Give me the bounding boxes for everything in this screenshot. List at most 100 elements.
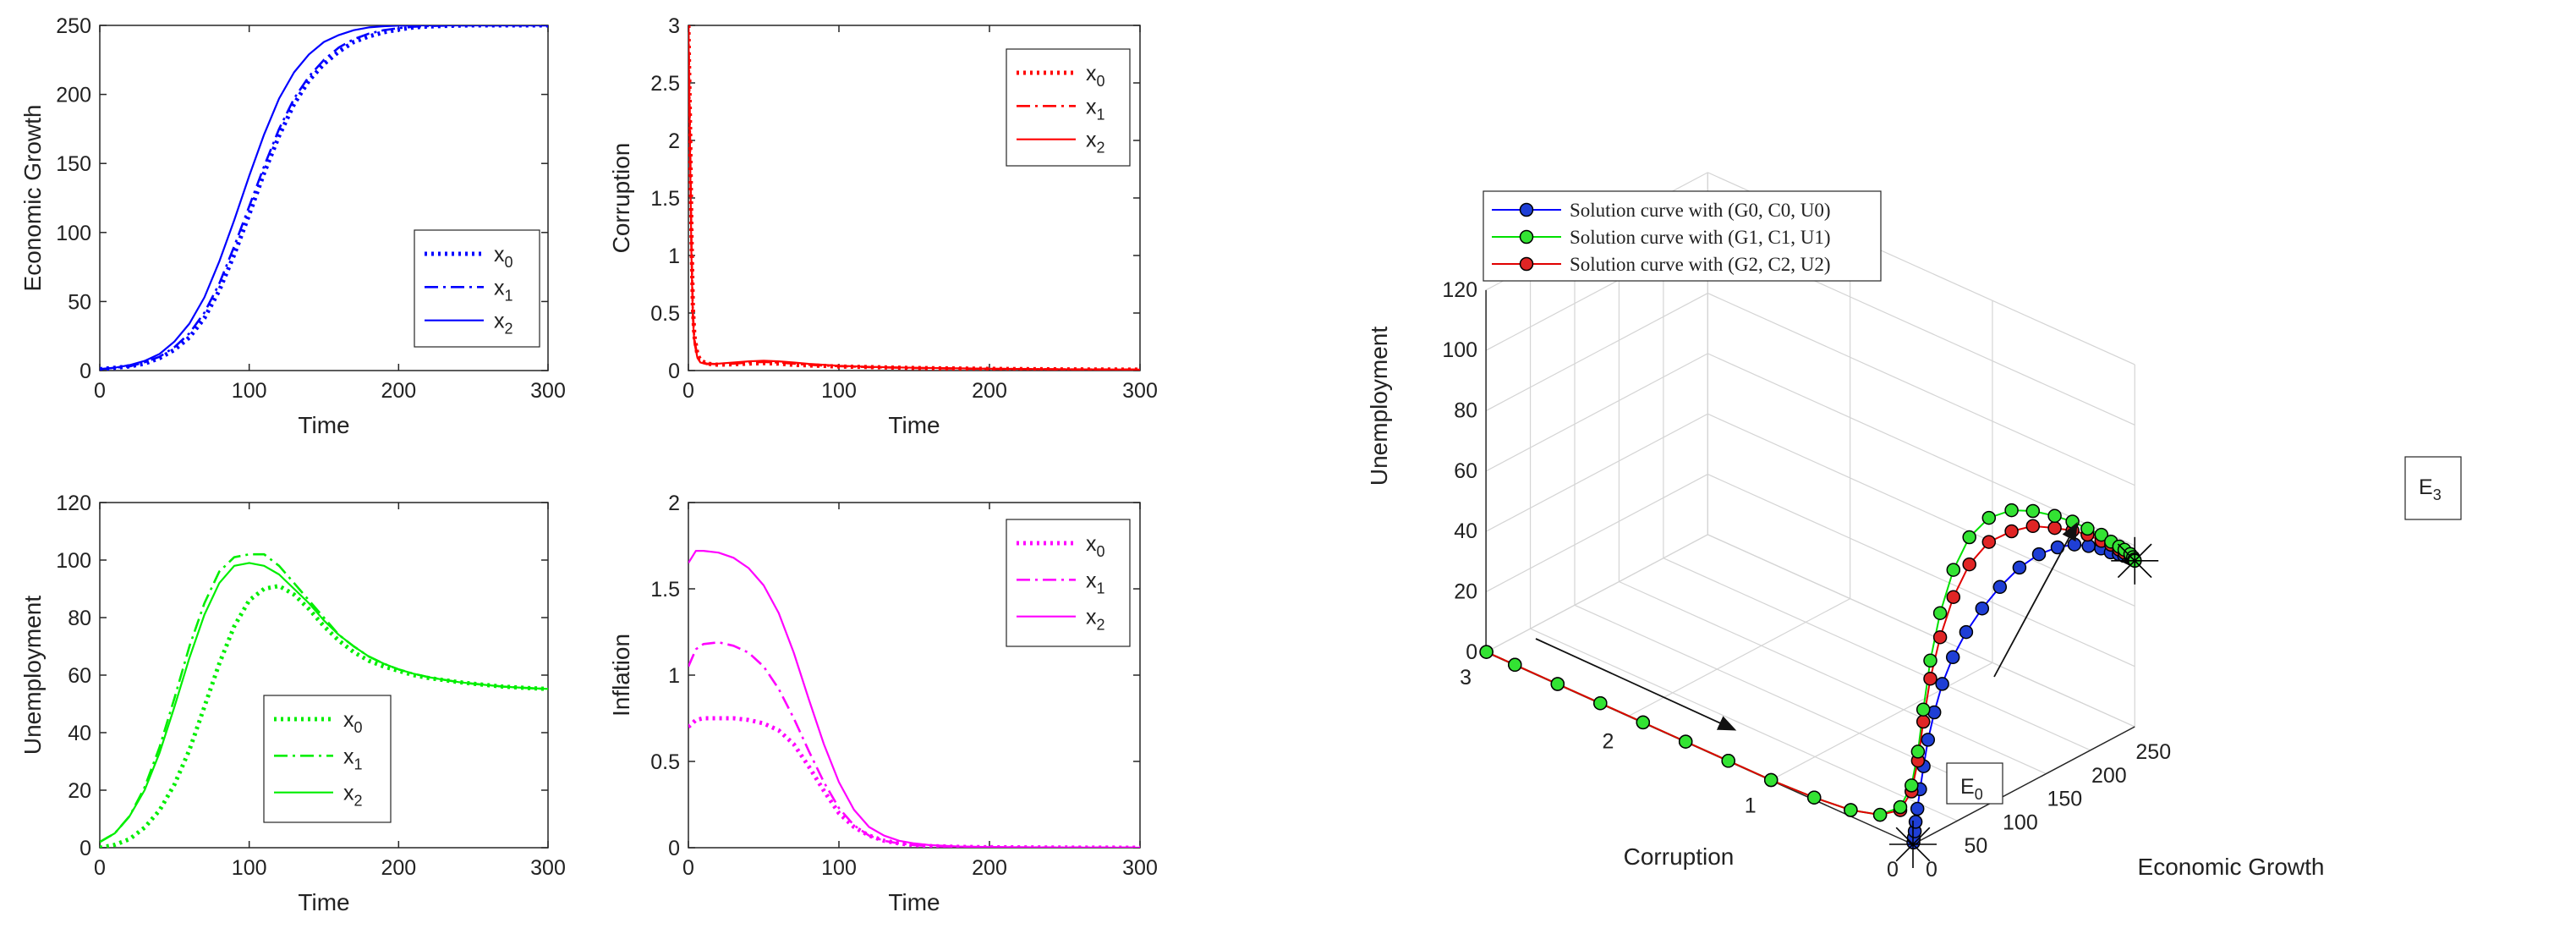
x-tick-label: 200: [972, 856, 1007, 880]
g-tick-label: 150: [2047, 788, 2082, 811]
curve-marker: [1893, 799, 1908, 815]
legend-box: [414, 229, 540, 348]
series-line-x1: [100, 25, 548, 371]
legend-label-x1: x1: [1086, 569, 1105, 596]
curve-marker: [2004, 524, 2019, 539]
annotation-e0-label: E0: [1960, 775, 1983, 803]
x-tick-label: 100: [821, 856, 857, 880]
y-tick-label: 2: [668, 129, 680, 153]
curve-marker: [1905, 778, 1919, 793]
y-tick-label: 0: [668, 837, 680, 860]
curve-marker: [1959, 624, 1974, 640]
g-tick-label: 200: [2091, 764, 2127, 788]
y-tick-label: 200: [56, 84, 91, 107]
y-axis-label: Unemployment: [19, 596, 46, 755]
panel-unemployment: 0 100 200 300 0 20 40 60 80 100 120 Time Unemploymen…: [19, 492, 566, 915]
y-axis-label: Inflation: [608, 634, 634, 717]
legend-growth: x0 x1 x2: [414, 229, 540, 348]
curve-marker: [2067, 537, 2082, 552]
g-tick-label: 50: [1965, 834, 1988, 858]
curve-marker: [1910, 801, 1925, 816]
series-line-x2: [688, 549, 1140, 848]
x-tick-label: 0: [94, 379, 106, 403]
legend-label-x0: x0: [494, 243, 513, 271]
curve-marker: [2012, 560, 2027, 575]
curve-marker: [1975, 601, 1990, 616]
g-axis-label: Economic Growth: [2138, 854, 2325, 880]
u-tick-label: 60: [1454, 459, 1477, 483]
x-tick-label: 200: [972, 379, 1007, 403]
grid-back-u: [1485, 474, 1708, 593]
y-tick-label: 20: [68, 779, 91, 803]
grid-side-u: [1707, 474, 2135, 668]
curve-marker: [1593, 695, 1608, 711]
curve-marker: [1721, 754, 1735, 768]
y-tick-label: 0: [79, 837, 91, 860]
legend-label-x2: x2: [494, 310, 513, 338]
series-line-x2: [688, 25, 1140, 371]
grid-side-u: [1707, 292, 2135, 486]
x-axis-label: Time: [888, 412, 940, 438]
arrow-left: [1535, 638, 1737, 731]
legend-entry-1: Solution curve with (G1, C1, U1): [1570, 227, 1831, 248]
curve-marker: [2094, 527, 2109, 542]
grid-floor-c: [1628, 598, 1850, 717]
x-tick-label: 0: [94, 856, 106, 880]
legend-marker: [1519, 229, 1534, 244]
u-tick-label: 100: [1442, 338, 1477, 362]
c-tick-label: 0: [1887, 858, 1899, 882]
curve-marker: [2081, 539, 2096, 553]
legend-phase3d: Solution curve with (G0, C0, U0) Solution…: [1483, 190, 1882, 282]
g-tick-label: 100: [2003, 810, 2038, 834]
y-tick-label: 150: [56, 152, 91, 176]
y-tick-label: 2.5: [650, 72, 680, 96]
legend-entry-0: Solution curve with (G0, C0, U0): [1570, 200, 1831, 221]
y-tick-label: 100: [56, 222, 91, 245]
legend-label-x1: x1: [343, 744, 363, 772]
grid-floor-g: [1619, 580, 2047, 775]
legend-box: [263, 695, 392, 823]
legend-label-x2: x2: [1086, 606, 1105, 634]
legend-entry-2: Solution curve with (G2, C2, U2): [1570, 254, 1831, 275]
curve-marker: [2031, 547, 2047, 562]
y-tick-label: 1: [668, 664, 680, 688]
legend-label-x0: x0: [1086, 62, 1105, 90]
x-tick-label: 300: [1122, 856, 1158, 880]
grid-back-u: [1485, 534, 1708, 653]
curve-marker: [1962, 530, 1976, 545]
curve-marker: [1962, 557, 1976, 572]
legend-marker: [1519, 202, 1534, 217]
curve-marker: [1678, 734, 1693, 749]
curve-marker: [1908, 815, 1923, 829]
curve-marker: [1479, 645, 1494, 659]
curve-marker: [1932, 606, 1948, 620]
y-tick-label: 250: [56, 14, 91, 38]
y-tick-label: 0: [668, 360, 680, 383]
legend-label-x2: x2: [1086, 129, 1105, 157]
curve-marker: [1916, 714, 1931, 729]
curve-marker: [1932, 629, 1948, 645]
y-tick-label: 120: [56, 492, 91, 515]
y-tick-label: 2: [668, 492, 680, 515]
annotation-e3-label: E3: [2419, 475, 2442, 503]
series-line-x2: [100, 25, 548, 371]
y-axis-label: Economic Growth: [19, 105, 46, 292]
u-tick-label: 20: [1454, 580, 1477, 604]
g-axis: [1912, 726, 2135, 845]
x-tick-label: 300: [530, 379, 566, 403]
curve-marker: [1910, 744, 1926, 759]
x-tick-label: 200: [381, 379, 416, 403]
legend-label-x0: x0: [1086, 532, 1105, 560]
annotation-e0-box: [1946, 762, 2003, 805]
curve-marker: [1946, 563, 1961, 577]
y-tick-label: 60: [68, 664, 91, 688]
series-line-x2: [100, 562, 548, 843]
annotation-e3-box: [2404, 456, 2462, 520]
x-axis-label: Time: [888, 889, 940, 915]
panel-inflation: 0 100 200 300 0 0.5 1 1.5 2 Time Inflation x0 x1 x2: [608, 492, 1158, 915]
y-tick-label: 0.5: [650, 750, 680, 774]
panel-corruption: 0 100 200 30000.511.522.53TimeCorruptionx0x…: [608, 14, 1158, 438]
y-tick-label: 50: [68, 290, 91, 314]
x-tick-label: 100: [232, 379, 267, 403]
